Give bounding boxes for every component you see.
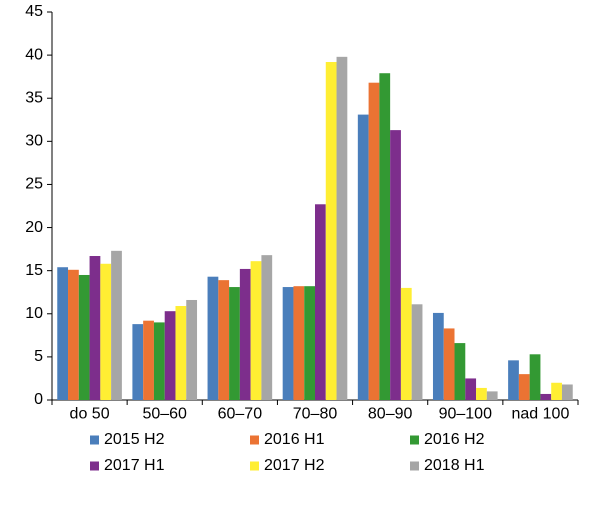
y-tick-label: 0: [34, 391, 43, 408]
bar: [68, 270, 79, 400]
bar: [412, 304, 423, 400]
bar: [165, 311, 176, 400]
bar: [240, 269, 251, 400]
legend-label: 2015 H2: [104, 431, 165, 448]
bar: [111, 251, 122, 400]
bar: [315, 204, 326, 400]
legend-swatch: [90, 436, 99, 445]
legend-label: 2017 H2: [264, 457, 325, 474]
y-tick-label: 25: [25, 176, 43, 193]
bar: [154, 322, 165, 400]
bar: [186, 300, 197, 400]
legend-label: 2016 H1: [264, 431, 325, 448]
bar: [90, 256, 101, 400]
bar: [508, 360, 519, 400]
legend-swatch: [250, 436, 259, 445]
x-category-label: 50–60: [142, 405, 187, 422]
x-category-label: nad 100: [512, 405, 570, 422]
bar: [465, 378, 476, 400]
x-category-label: 80–90: [368, 405, 413, 422]
legend-label: 2016 H2: [424, 431, 485, 448]
bar: [132, 324, 143, 400]
bar: [175, 306, 186, 400]
bar: [208, 277, 219, 400]
y-tick-label: 20: [25, 219, 43, 236]
bar: [476, 388, 487, 400]
bar: [551, 383, 562, 400]
bar: [143, 321, 154, 400]
bar: [100, 264, 111, 400]
bar: [218, 280, 229, 400]
y-tick-label: 5: [34, 348, 43, 365]
legend-label: 2017 H1: [104, 457, 165, 474]
chart-background: [0, 0, 596, 505]
legend-swatch: [250, 462, 259, 471]
x-category-label: 90–100: [439, 405, 492, 422]
bar: [251, 261, 262, 400]
bar: [293, 286, 304, 400]
bar: [401, 288, 412, 400]
bar: [358, 115, 369, 400]
bar: [283, 287, 294, 400]
bar-chart: 0 5 10 15 20 25 30 35 40 45 do 50 50–60 60–70 70–80 80…: [0, 0, 596, 505]
legend-swatch: [90, 462, 99, 471]
bar: [261, 255, 272, 400]
legend-label: 2018 H1: [424, 457, 485, 474]
x-category-label: do 50: [70, 405, 110, 422]
bar: [369, 83, 380, 400]
bar: [79, 275, 90, 400]
bar: [433, 313, 444, 400]
legend-swatch: [410, 462, 419, 471]
bar: [326, 62, 337, 400]
y-tick-label: 10: [25, 305, 43, 322]
bar: [379, 73, 390, 400]
y-tick-label: 35: [25, 89, 43, 106]
legend-swatch: [410, 436, 419, 445]
y-tick-label: 40: [25, 46, 43, 63]
bar: [487, 391, 498, 400]
bar: [57, 267, 68, 400]
bar: [519, 374, 530, 400]
y-tick-label: 30: [25, 133, 43, 150]
bar: [562, 384, 573, 400]
y-tick-label: 45: [25, 3, 43, 20]
bar: [455, 343, 466, 400]
bar: [304, 286, 315, 400]
x-category-label: 70–80: [293, 405, 338, 422]
bar: [444, 328, 455, 400]
y-tick-label: 15: [25, 262, 43, 279]
bar: [390, 130, 401, 400]
chart-container: 0 5 10 15 20 25 30 35 40 45 do 50 50–60 60–70 70–80 80…: [0, 0, 596, 505]
bar: [337, 57, 348, 400]
bar: [229, 287, 240, 400]
bar: [530, 354, 541, 400]
x-category-label: 60–70: [218, 405, 263, 422]
bar: [540, 394, 551, 400]
